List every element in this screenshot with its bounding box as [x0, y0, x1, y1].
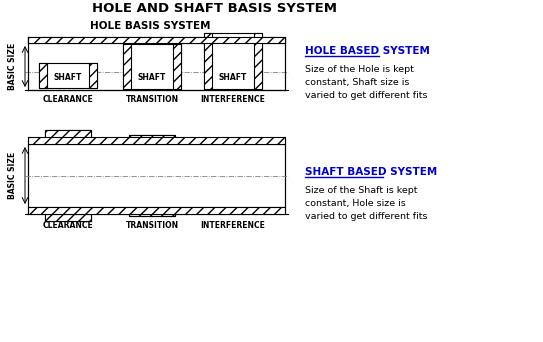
Bar [210, 203, 256, 210]
Bar [28, 37, 285, 43]
Bar [45, 130, 91, 138]
Text: CLEARANCE: CLEARANCE [42, 221, 93, 229]
Bar [28, 207, 285, 214]
Bar [89, 63, 97, 88]
Text: Size of the Hole is kept
constant, Shaft size is
varied to get different fits: Size of the Hole is kept constant, Shaft… [305, 65, 427, 100]
Bar [45, 213, 91, 221]
Bar [123, 44, 181, 89]
Bar [28, 37, 285, 43]
Bar [129, 135, 175, 216]
Text: TRANSITION: TRANSITION [125, 221, 179, 229]
Text: HOLE AND SHAFT BASIS SYSTEM: HOLE AND SHAFT BASIS SYSTEM [92, 2, 338, 15]
Text: HOLE BASED SYSTEM: HOLE BASED SYSTEM [305, 46, 430, 56]
Bar [28, 43, 285, 90]
Bar [39, 63, 97, 88]
Bar [129, 135, 175, 143]
Text: SHAFT: SHAFT [54, 74, 82, 82]
Text: BASIC SIZE: BASIC SIZE [9, 43, 17, 90]
Text: TRANSITION: TRANSITION [125, 94, 179, 104]
Text: SHAFT: SHAFT [138, 74, 166, 82]
Bar [204, 33, 212, 89]
Bar [123, 44, 131, 89]
Bar [129, 208, 175, 216]
Bar [45, 130, 91, 221]
Bar [210, 141, 256, 210]
Bar [28, 137, 285, 144]
Text: Size of the Shaft is kept
constant, Hole size is
varied to get different fits: Size of the Shaft is kept constant, Hole… [305, 186, 427, 221]
Bar [39, 63, 47, 88]
Bar [210, 141, 256, 148]
Text: INTERFERENCE: INTERFERENCE [200, 94, 266, 104]
Text: CLEARANCE: CLEARANCE [42, 94, 93, 104]
Text: SHAFT: SHAFT [219, 74, 247, 82]
Bar [204, 33, 262, 89]
Text: INTERFERENCE: INTERFERENCE [200, 221, 266, 229]
Text: SHAFT BASED SYSTEM: SHAFT BASED SYSTEM [305, 167, 437, 177]
Bar [254, 33, 262, 89]
Bar [28, 144, 285, 207]
Text: HOLE BASIS SYSTEM: HOLE BASIS SYSTEM [90, 21, 210, 31]
Text: BASIC SIZE: BASIC SIZE [9, 152, 17, 199]
Bar [173, 44, 181, 89]
